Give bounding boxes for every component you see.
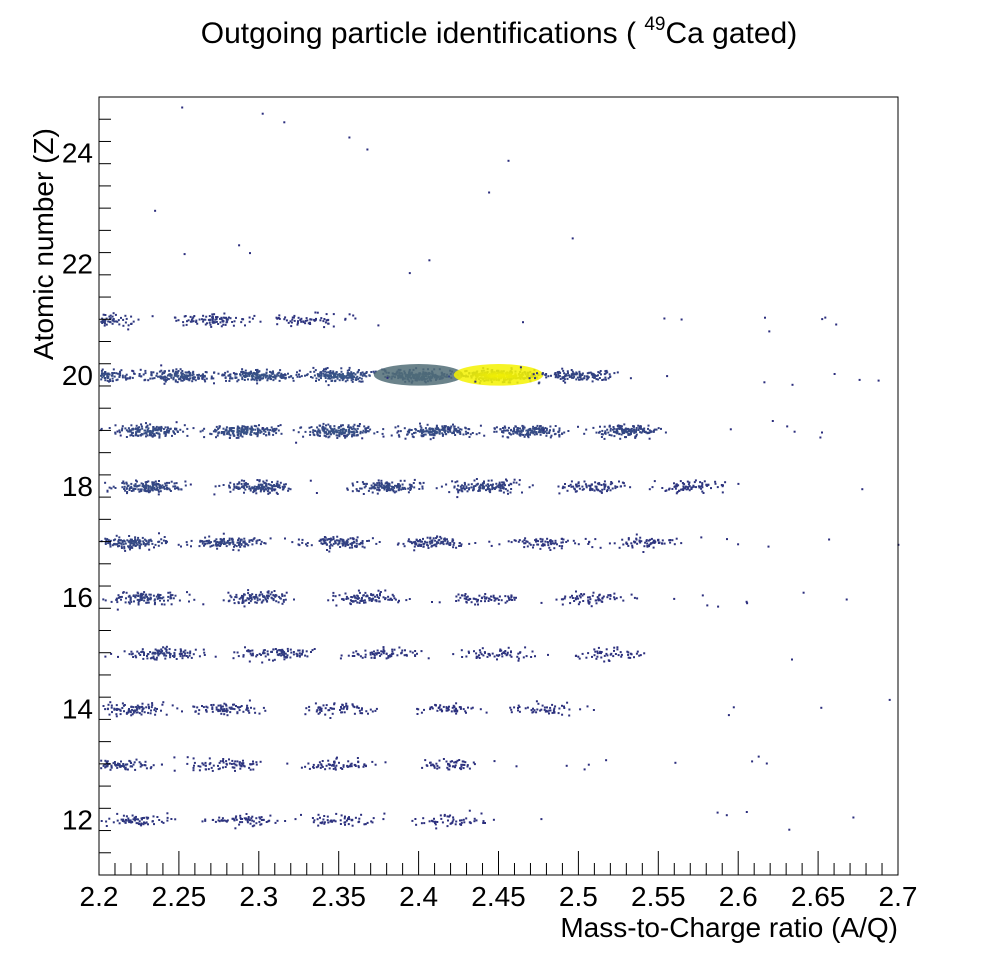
x-tick-label: 2.35 [311, 881, 366, 912]
cluster-z13 [300, 756, 387, 771]
y-tick-label: 20 [62, 360, 93, 391]
cluster-z19 [100, 422, 195, 439]
cluster-z20 [201, 368, 301, 385]
cluster-z15 [452, 646, 549, 662]
x-tick-label: 2.65 [791, 881, 846, 912]
cluster-z19 [199, 424, 295, 439]
cluster-z18 [440, 478, 534, 495]
cluster-z12 [411, 813, 495, 830]
heatmap-layer [100, 106, 900, 831]
cluster-z18 [213, 479, 292, 496]
cluster-z16 [431, 593, 517, 606]
chart-title: Outgoing particle identifications ( 49Ca… [0, 14, 998, 51]
x-tick-label: 2.45 [471, 881, 526, 912]
cluster-z20 [373, 364, 476, 386]
cluster-core [453, 364, 544, 386]
x-tick-label: 2.55 [631, 881, 686, 912]
cluster-z14 [102, 701, 179, 718]
x-tick-label: 2.4 [399, 881, 438, 912]
cluster-core [373, 364, 464, 386]
cluster-z20 [528, 367, 632, 384]
cluster-z12 [100, 812, 177, 827]
title-prefix: Outgoing particle identifications ( [200, 17, 636, 50]
x-tick-label: 2.2 [80, 881, 119, 912]
cluster-z20 [448, 364, 559, 386]
y-tick-label: 24 [62, 138, 93, 169]
cluster-z16 [222, 589, 295, 608]
x-tick-label: 2.5 [559, 881, 598, 912]
cluster-z17 [498, 537, 594, 551]
cluster-z14 [192, 702, 267, 717]
cluster-z16 [555, 590, 636, 608]
cluster-z13 [186, 757, 258, 772]
cluster-z17 [100, 532, 168, 552]
y-axis-tick-labels: 12 14 16 18 20 22 24 [62, 138, 93, 836]
cluster-z17 [396, 535, 477, 552]
cluster-z19 [577, 423, 667, 440]
cluster-z17 [594, 533, 683, 553]
cluster-z19 [493, 424, 570, 439]
y-tick-label: 12 [62, 804, 93, 835]
cluster-z21 [173, 312, 262, 328]
cluster-z20 [128, 368, 224, 385]
cluster-z14 [304, 702, 378, 716]
cluster-z18 [648, 479, 740, 495]
cluster-z21 [100, 312, 154, 327]
cluster-z17 [177, 532, 286, 552]
cluster-z13 [421, 758, 496, 771]
cluster-z18 [557, 480, 632, 495]
cluster-z13 [100, 758, 163, 771]
cluster-z16 [102, 591, 196, 606]
y-axis-label: Atomic number (Z) [28, 128, 59, 360]
y-tick-label: 16 [62, 582, 93, 613]
cluster-z15 [574, 646, 646, 663]
x-tick-label: 2.6 [719, 881, 758, 912]
x-tick-label: 2.25 [152, 881, 207, 912]
cluster-z19 [390, 422, 486, 441]
y-tick-label: 22 [62, 249, 93, 280]
cluster-z18 [104, 479, 187, 496]
x-tick-label: 2.3 [239, 881, 278, 912]
x-axis-ticks [98, 851, 899, 875]
cluster-z14 [509, 700, 595, 717]
cluster-z17 [291, 535, 381, 553]
cluster-z20 [283, 366, 393, 387]
cluster-z19 [297, 422, 385, 439]
background-hits [104, 106, 900, 831]
y-axis-ticks [99, 96, 111, 876]
cluster-z15 [232, 646, 316, 662]
x-tick-label: 2.7 [879, 881, 918, 912]
cluster-z16 [327, 589, 411, 607]
y-tick-label: 18 [62, 471, 93, 502]
cluster-z12 [201, 813, 287, 830]
cluster-z21 [275, 311, 357, 329]
cluster-z14 [416, 702, 488, 715]
cluster-z20 [100, 368, 150, 383]
title-suffix: Ca gated) [665, 17, 798, 50]
cluster-z15 [339, 646, 430, 660]
cluster-z12 [294, 812, 385, 827]
title-superscript: 49 [644, 14, 666, 35]
y-tick-label: 14 [62, 693, 93, 724]
x-axis-tick-labels: 2.2 2.25 2.3 2.35 2.4 2.45 2.5 2.55 2.6 2.65 2.7 [80, 881, 918, 912]
cluster-z15 [123, 645, 206, 661]
x-axis-label: Mass-to-Charge ratio (A/Q) [560, 912, 898, 943]
cluster-z18 [346, 478, 438, 495]
